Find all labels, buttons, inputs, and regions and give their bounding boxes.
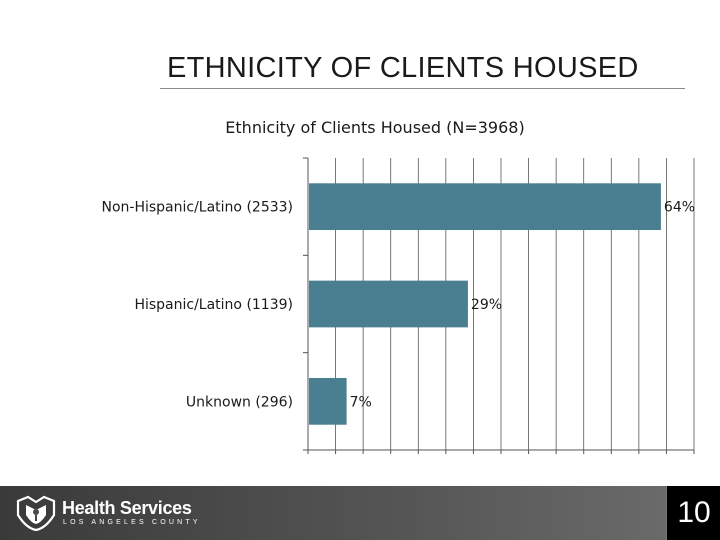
health-services-emblem-icon [16,495,56,531]
chart-category-labels: Non-Hispanic/Latino (2533) Hispanic/Latin… [101,200,293,411]
category-label: Hispanic/Latino (1139) [134,297,293,313]
bar-0 [309,183,661,231]
logo-name: Health Services [62,498,192,518]
bar-2 [309,377,347,425]
data-label: 29% [471,297,502,313]
page-number: 10 [677,496,711,529]
slide-title: ETHNICITY OF CLIENTS HOUSED [167,52,639,84]
logo-subtitle: LOS ANGELES COUNTY [63,519,201,526]
category-label: Unknown (296) [186,394,293,410]
bar-1 [309,280,468,328]
health-services-logo: Health Services LOS ANGELES COUNTY [14,495,198,531]
data-label: 7% [350,394,372,410]
footer-bar: Health Services LOS ANGELES COUNTY 10 [0,486,720,540]
chart-bars [309,183,661,425]
chart-title: Ethnicity of Clients Housed (N=3968) [225,118,524,137]
category-label: Non-Hispanic/Latino (2533) [101,200,293,216]
chart-axis [303,157,695,454]
page-number-box: 10 [666,486,720,540]
chart-data-labels: 64% 29% 7% [350,200,695,411]
title-divider [160,88,685,89]
bar-chart: Ethnicity of Clients Housed (N=3968) Non… [101,118,695,454]
data-label: 64% [664,200,695,216]
